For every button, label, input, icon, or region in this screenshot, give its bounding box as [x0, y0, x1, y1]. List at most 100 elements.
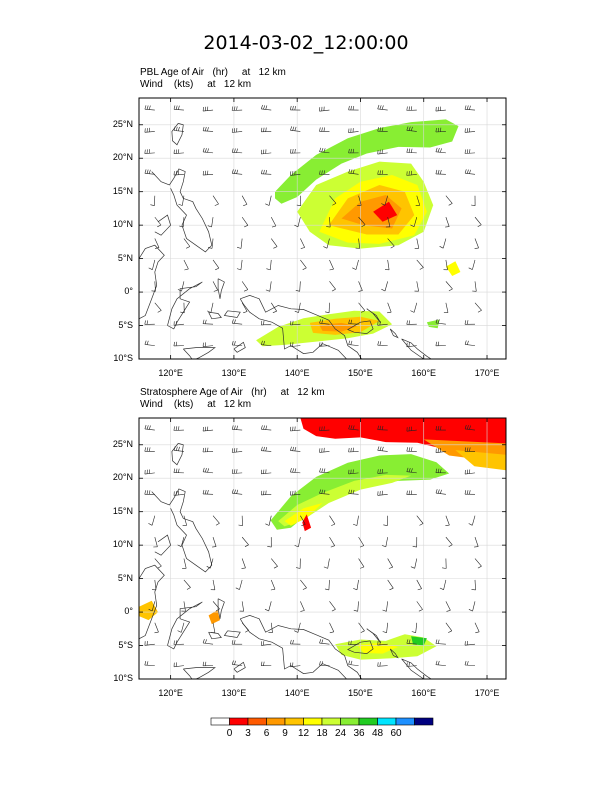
- wind-barb-feather: [435, 660, 438, 665]
- wind-barb-shaft: [270, 259, 272, 270]
- wind-barb-feather: [207, 447, 209, 452]
- wind-barb-shaft: [348, 664, 359, 666]
- wind-barb-feather: [243, 204, 248, 206]
- wind-barb: [144, 320, 155, 325]
- wind-barb: [412, 537, 418, 548]
- wind-barb-feather: [379, 341, 382, 346]
- wind-barb-feather: [202, 661, 204, 666]
- panel-1-map: [138, 97, 507, 360]
- wind-barb: [151, 281, 156, 292]
- wind-barb-shaft: [416, 281, 419, 292]
- wind-barb-shaft: [298, 302, 301, 313]
- wind-barb-feather: [204, 661, 207, 666]
- wind-barb: [173, 640, 184, 645]
- wind-barb-feather: [350, 319, 353, 324]
- wind-barb-feather: [178, 126, 180, 131]
- wind-barb-shaft: [358, 302, 366, 311]
- wind-barb: [348, 447, 359, 453]
- wind-barb-feather: [377, 127, 379, 132]
- wind-barb-feather: [381, 469, 383, 474]
- colorbar-label: 18: [316, 728, 328, 739]
- wind-barb-feather: [348, 105, 350, 110]
- wind-barb-shaft: [241, 216, 249, 226]
- wind-barb-shaft: [173, 493, 184, 496]
- wind-barb-feather: [294, 630, 299, 633]
- wind-barb-feather: [148, 523, 153, 526]
- wind-barb-feather: [387, 311, 392, 314]
- wind-barb-feather: [469, 169, 471, 174]
- wind-barb-feather: [348, 489, 350, 494]
- wind-barb-shaft: [377, 323, 388, 326]
- wind-barb-shaft: [211, 238, 214, 249]
- wind-barb: [173, 341, 184, 347]
- wind-barb: [329, 601, 336, 612]
- y-tick-label: 20°N: [112, 472, 133, 483]
- wind-barb-feather: [204, 319, 207, 324]
- wind-barb-shaft: [474, 558, 482, 567]
- wind-barb-feather: [144, 661, 147, 666]
- wind-barb-shaft: [181, 281, 185, 292]
- wind-barb-feather: [204, 489, 207, 495]
- wind-barb-shaft: [465, 472, 476, 475]
- wind-barb-shaft: [270, 579, 276, 590]
- wind-barb-feather: [294, 148, 296, 154]
- colorbar-swatch: [414, 717, 434, 726]
- wind-barb: [202, 147, 214, 154]
- wind-barb-feather: [440, 170, 442, 175]
- wind-barb-feather: [144, 490, 146, 495]
- wind-barb-feather: [149, 425, 151, 430]
- wind-barb: [267, 537, 272, 548]
- wind-barb-feather: [263, 320, 265, 325]
- wind-barb-shaft: [406, 429, 417, 432]
- wind-barb: [261, 149, 272, 155]
- y-tick-label: 10°S: [113, 353, 133, 363]
- wind-barb-feather: [350, 660, 353, 665]
- wind-barb: [212, 259, 220, 271]
- wind-barb: [183, 579, 191, 590]
- wind-barb-feather: [321, 639, 324, 644]
- wind-barb: [231, 640, 243, 645]
- wind-barb: [154, 216, 162, 228]
- wind-barb-feather: [235, 587, 240, 590]
- wind-barb-feather: [261, 104, 263, 109]
- coastline: [347, 320, 374, 334]
- wind-barb-shaft: [212, 515, 220, 524]
- wind-barb: [377, 320, 388, 326]
- wind-barb: [241, 195, 248, 206]
- wind-barb-shaft: [212, 281, 218, 291]
- wind-barb: [464, 320, 475, 325]
- wind-barb-feather: [348, 640, 350, 645]
- wind-barb-shaft: [416, 195, 421, 206]
- wind-barb-shaft: [385, 537, 388, 547]
- wind-barb-feather: [207, 490, 209, 495]
- wind-barb-feather: [321, 342, 323, 347]
- wind-barb: [435, 639, 446, 645]
- wind-barb-feather: [469, 105, 471, 110]
- wind-barb-feather: [154, 247, 160, 249]
- wind-barb-feather: [290, 126, 292, 131]
- wind-barb: [355, 238, 360, 249]
- wind-barb: [319, 170, 330, 175]
- wind-barb-feather: [435, 489, 438, 494]
- wind-barb-feather: [471, 204, 476, 206]
- wind-barb-feather: [265, 105, 268, 110]
- wind-barb-shaft: [327, 558, 330, 569]
- wind-barb-feather: [419, 267, 424, 270]
- wind-barb: [294, 537, 301, 548]
- wind-barb: [231, 319, 243, 325]
- wind-barb: [319, 447, 330, 453]
- coastline: [239, 295, 362, 359]
- wind-barb-feather: [350, 425, 353, 430]
- wind-barb-shaft: [261, 643, 272, 646]
- wind-barb-feather: [321, 170, 323, 175]
- wind-barb: [387, 579, 394, 591]
- wind-barb-shaft: [183, 238, 191, 247]
- wind-barb-shaft: [348, 493, 359, 495]
- wind-barb-feather: [146, 128, 148, 133]
- wind-barb: [265, 195, 272, 206]
- coastline: [208, 311, 222, 320]
- wind-barb-feather: [260, 661, 263, 666]
- coastline: [154, 214, 171, 236]
- wind-barb-shaft: [240, 238, 243, 249]
- wind-barb: [268, 622, 273, 633]
